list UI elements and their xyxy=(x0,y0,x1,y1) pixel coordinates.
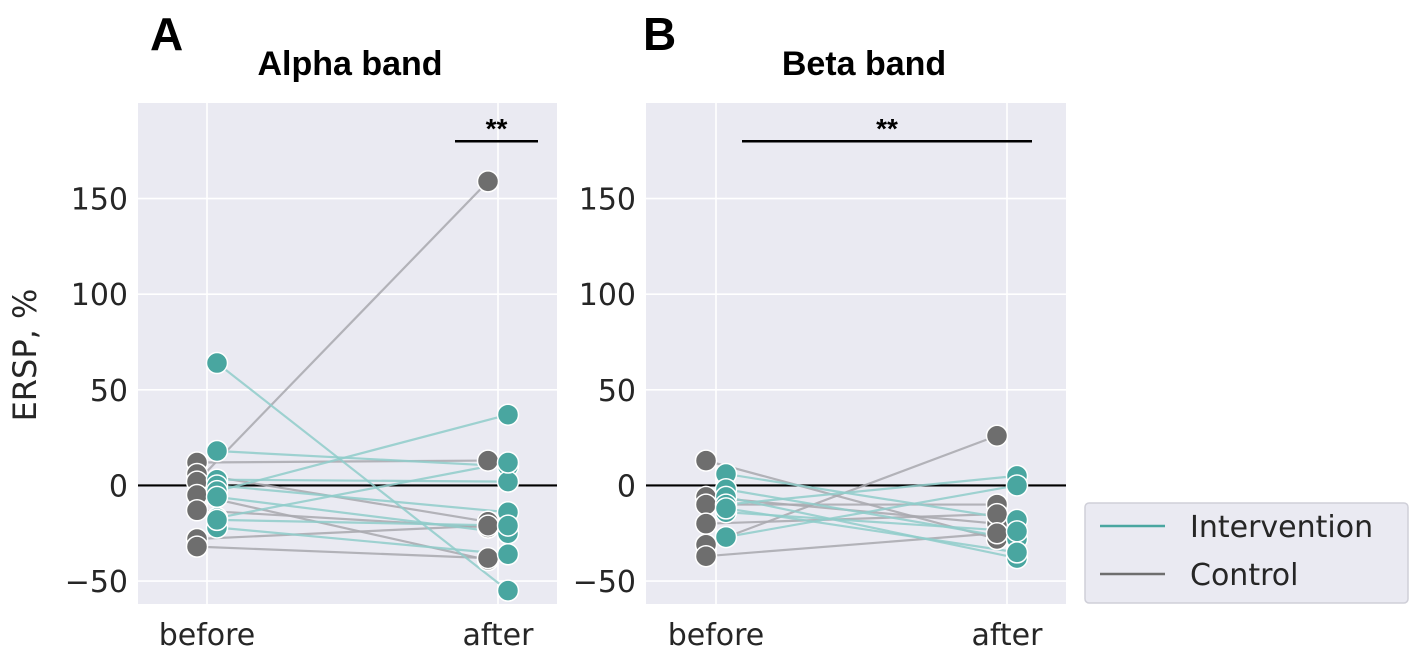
panel-b-control-point-after xyxy=(985,502,1009,526)
panel-a-intervention-point-after xyxy=(496,470,520,493)
panel-a-control-point-after xyxy=(476,449,500,472)
panel-a-intervention-point-before xyxy=(205,351,229,375)
panel-a-intervention-pair-line xyxy=(216,449,509,468)
panel-b-intervention-pair-line xyxy=(725,472,1018,521)
panel-b-control-point-before xyxy=(694,544,718,568)
panel-a-plot: −50 0 50 100 150 before after ** xyxy=(65,103,557,653)
panel-b-letter: B xyxy=(643,8,676,60)
panel-a-ytick-label: 150 xyxy=(71,183,128,218)
panel-b-control-point-before xyxy=(694,493,718,516)
panel-b-significance-label: ** xyxy=(876,113,898,144)
panel-a-intervention-point-before xyxy=(205,485,229,509)
panel-b-xtick-label: after xyxy=(972,618,1044,653)
panel-b-control-point-before xyxy=(694,512,718,535)
panel-a-intervention-pair-line xyxy=(216,484,509,514)
panel-a-control-point-after xyxy=(476,514,500,537)
panel-a-intervention-point-after xyxy=(496,403,520,426)
panel-a-intervention-pair-line xyxy=(216,478,509,483)
panel-a-xtick-label: after xyxy=(463,618,535,653)
panel-b-control-pair-line xyxy=(705,513,998,525)
panel-a-control-point-before xyxy=(185,499,209,522)
panel-a-intervention-pair-line xyxy=(216,413,509,493)
panel-b-pair-lines xyxy=(705,434,1018,560)
panel-a-letter: A xyxy=(150,8,183,60)
panel-b-control-point-before xyxy=(694,449,718,472)
panel-b-ytick-label: 50 xyxy=(598,374,636,409)
panel-a-intervention-point-after xyxy=(496,514,520,537)
panel-a-intervention-pair-line xyxy=(216,518,509,527)
panel-b-plot: −50 0 50 100 150 before after ** xyxy=(573,103,1066,653)
panel-b-intervention-point-after xyxy=(1005,474,1029,497)
panel-a-control-point-before xyxy=(185,535,209,558)
panel-a-control-pair-line xyxy=(196,524,489,541)
panel-b-ytick-label: 100 xyxy=(579,278,636,313)
panel-a-control-point-after xyxy=(476,546,500,570)
panel-b-xtick-label: before xyxy=(668,618,765,653)
panel-b-intervention-pair-line xyxy=(725,507,1018,554)
panel-a-title: Alpha band xyxy=(257,45,442,83)
panel-b-control-pair-line xyxy=(705,434,998,546)
panel-a-ytick-label: 100 xyxy=(71,278,128,313)
panel-a-intervention-pair-line xyxy=(216,461,509,520)
panel-b-ytick-label: 150 xyxy=(579,183,636,218)
panel-a-intervention-pair-line xyxy=(216,495,509,535)
panel-b-intervention-point-before xyxy=(714,525,738,549)
legend-intervention-label: Intervention xyxy=(1190,510,1373,545)
panel-b-title: Beta band xyxy=(782,45,946,83)
panel-a-intervention-point-after xyxy=(496,451,520,474)
panel-b-control-point-after xyxy=(985,424,1009,447)
legend-control-label: Control xyxy=(1190,558,1298,593)
panel-b-intervention-pair-line xyxy=(725,484,1018,539)
panel-a-significance-label: ** xyxy=(486,113,508,144)
panel-a-xtick-label: before xyxy=(159,618,256,653)
panel-a-intervention-point-before xyxy=(205,439,229,463)
panel-a-ytick-label: 0 xyxy=(109,469,128,504)
legend-box xyxy=(1084,502,1409,604)
panel-a-control-point-after xyxy=(476,170,500,193)
panel-b-intervention-pair-line xyxy=(725,495,1018,560)
panel-a-intervention-pair-line xyxy=(216,362,509,592)
panel-a-control-pair-line xyxy=(196,493,489,562)
panel-b-ytick-label: −50 xyxy=(573,565,636,600)
panel-b-intervention-pair-line xyxy=(725,474,1018,506)
panel-b-points xyxy=(694,424,1029,570)
panel-b-ytick-label: 0 xyxy=(617,469,636,504)
panel-b-control-point-after xyxy=(985,521,1009,545)
panel-b-intervention-point-after xyxy=(1005,520,1029,543)
legend: Intervention Control xyxy=(1084,502,1409,604)
panel-a-pair-lines xyxy=(196,180,509,592)
panel-a-control-pair-line xyxy=(196,180,489,483)
panel-b-intervention-point-after xyxy=(1005,541,1029,564)
panel-a-control-pair-line xyxy=(196,545,489,560)
panel-a-intervention-point-after xyxy=(496,543,520,566)
panel-a-intervention-point-before xyxy=(205,508,229,532)
y-axis-label: ERSP, % xyxy=(6,289,44,422)
panel-a-intervention-point-after xyxy=(496,579,520,602)
panel-a-ytick-label: 50 xyxy=(90,374,128,409)
panel-a-ytick-label: −50 xyxy=(65,565,128,600)
panel-b-control-pair-line xyxy=(705,532,998,558)
panel-a-points xyxy=(185,170,520,602)
panel-b-intervention-point-before xyxy=(714,497,738,520)
panel-b-intervention-pair-line xyxy=(725,488,1018,541)
panel-a-intervention-pair-line xyxy=(216,526,509,556)
